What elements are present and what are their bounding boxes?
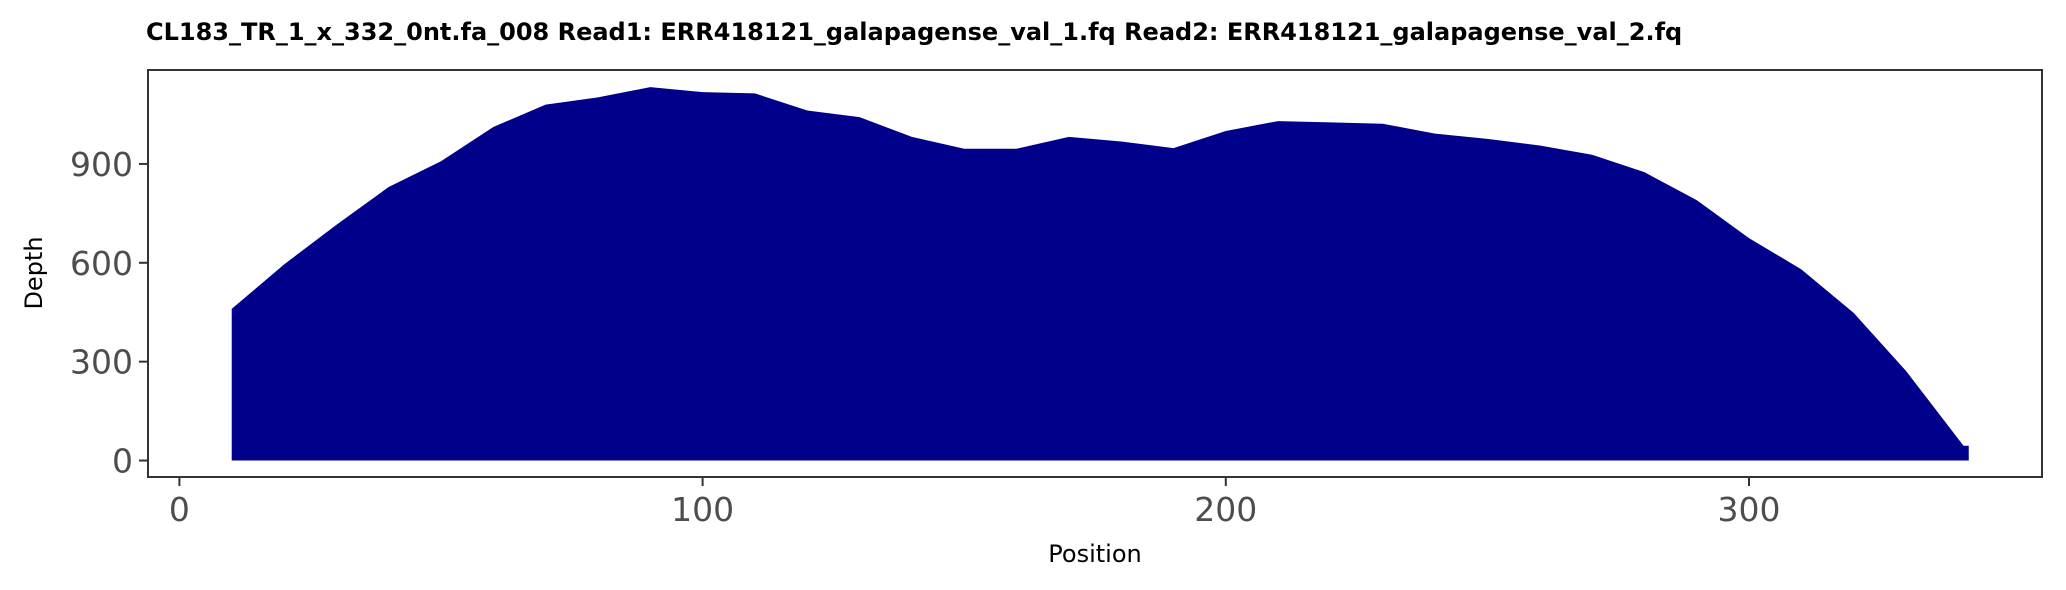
x-tick-label: 200 [1194, 490, 1257, 529]
x-axis-title: Position [1048, 540, 1141, 568]
y-tick-label: 600 [70, 244, 133, 283]
plot-panel-border [147, 69, 2043, 478]
y-tick-label: 900 [70, 145, 133, 184]
y-tick-label: 0 [112, 442, 133, 481]
x-tick-label: 300 [1718, 490, 1781, 529]
y-tick-label: 300 [70, 343, 133, 382]
chart-title: CL183_TR_1_x_332_0nt.fa_008 Read1: ERR41… [146, 18, 1682, 46]
plot-area [231, 87, 1969, 461]
y-axis-title: Depth [20, 236, 48, 309]
depth-area-series-0 [231, 87, 1969, 461]
x-axis: 0 100 200 300 [169, 477, 1781, 529]
y-axis: 0 300 600 900 [70, 145, 148, 481]
x-tick-label: 100 [671, 490, 734, 529]
x-tick-label: 0 [169, 490, 190, 529]
